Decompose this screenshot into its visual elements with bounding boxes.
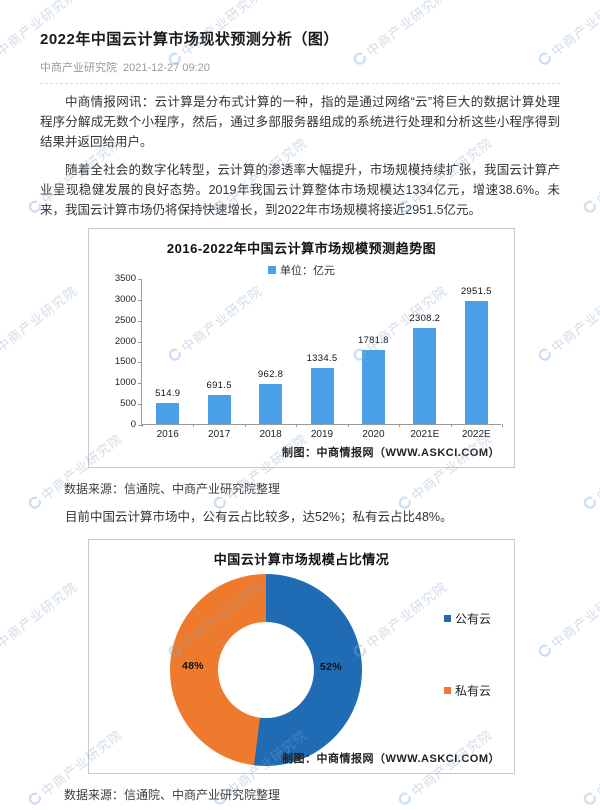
x-axis-tick xyxy=(193,424,195,427)
bar-2019 xyxy=(310,368,334,424)
byline: 中商产业研究院 2021-12-27 09:20 xyxy=(40,59,560,75)
askci-logo-icon xyxy=(583,200,596,213)
bar-value-label: 962.8 xyxy=(257,368,284,380)
y-axis-tick xyxy=(138,279,142,280)
y-axis-tick xyxy=(138,404,142,406)
watermark-text: 中商产业研究院 xyxy=(593,430,600,504)
y-axis-tick-label: 0 xyxy=(130,419,136,430)
bar-2017 xyxy=(207,395,231,424)
bar-2021E xyxy=(413,327,437,424)
x-axis-tick xyxy=(296,424,298,427)
x-axis-category-label: 2019 xyxy=(310,429,334,440)
watermark: 中商产业研究院 xyxy=(578,133,600,219)
y-axis-tick xyxy=(138,362,142,364)
legend-item-私有云: 私有云 xyxy=(444,682,491,699)
bar-chart-footer: 制图：中商情报网（WWW.ASKCI.COM） xyxy=(281,447,500,459)
bar-value-label: 691.5 xyxy=(206,380,232,392)
x-axis-tick xyxy=(450,424,452,427)
x-axis-category-label: 2017 xyxy=(208,429,231,440)
bar-value-label: 2951.5 xyxy=(460,285,492,297)
bar-value-label: 1334.5 xyxy=(306,353,338,365)
askci-logo-icon xyxy=(583,792,596,805)
x-axis-category-label: 2021E xyxy=(410,429,440,440)
askci-logo-icon xyxy=(583,496,596,509)
page-title: 2022年中国云计算市场现状预测分析（图） xyxy=(40,31,339,48)
bar-2022E xyxy=(464,300,488,424)
legend-square-icon xyxy=(268,266,276,274)
donut-hole xyxy=(218,622,314,718)
y-axis-tick xyxy=(138,383,142,385)
legend-label: 私有云 xyxy=(455,684,492,698)
byline-source: 中商产业研究院 xyxy=(40,62,117,74)
y-axis-tick-label: 3500 xyxy=(114,273,136,284)
watermark: 中商产业研究院 xyxy=(578,429,600,515)
bar-value-label: 514.9 xyxy=(155,387,181,399)
divider xyxy=(40,83,560,84)
bar-chart-title: 2016-2022年中国云计算市场规模预测趋势图 xyxy=(166,241,437,256)
x-axis-category-label: 2016 xyxy=(156,429,179,440)
y-axis-tick xyxy=(138,341,142,343)
y-axis-tick xyxy=(138,425,142,426)
legend-item-公有云: 公有云 xyxy=(444,610,491,627)
article: 2022年中国云计算市场现状预测分析（图） 中商产业研究院 2021-12-27 … xyxy=(40,28,560,803)
x-axis-category-label: 2020 xyxy=(362,429,385,440)
byline-date: 2021-12-27 09:20 xyxy=(123,62,210,74)
y-axis-tick-label: 1000 xyxy=(114,377,136,389)
y-axis-tick-label: 3000 xyxy=(114,293,136,305)
x-axis-category-label: 2022E xyxy=(461,429,491,440)
slice-label-公有云: 52% xyxy=(320,661,342,673)
y-axis-tick-label: 500 xyxy=(120,398,136,410)
bar-2018 xyxy=(259,383,283,424)
x-axis-tick xyxy=(347,424,349,427)
y-axis-tick-label: 2500 xyxy=(114,314,136,326)
x-axis-tick xyxy=(502,424,503,427)
legend-square-icon xyxy=(444,615,451,622)
x-axis-tick xyxy=(142,424,143,427)
donut-chart-title: 中国云计算市场规模占比情况 xyxy=(213,552,390,567)
donut-chart: 中国云计算市场规模占比情况 52% 48% 公有云私有云 制图：中商情报网（WWW… xyxy=(88,539,515,774)
slice-label-私有云: 48% xyxy=(182,660,204,672)
bar-value-label: 1781.8 xyxy=(357,334,389,346)
x-axis-tick xyxy=(244,424,246,427)
y-axis-tick-label: 2000 xyxy=(114,335,136,347)
data-source-note: 数据来源：信通院、中商产业研究院整理 xyxy=(64,788,281,802)
bar-2020 xyxy=(361,349,385,424)
donut-chart-footer: 制图：中商情报网（WWW.ASKCI.COM） xyxy=(281,753,500,765)
legend-label: 公有云 xyxy=(455,612,492,626)
legend-square-icon xyxy=(444,687,451,694)
y-axis-tick xyxy=(138,299,142,301)
x-axis-tick xyxy=(399,424,401,427)
bar-plot-area: 0 500 1000 1500 2000 2500 3000 3500 514.9 2016 691… xyxy=(115,273,503,440)
y-axis-tick-label: 1500 xyxy=(114,356,136,368)
data-source-note: 数据来源：信通院、中商产业研究院整理 xyxy=(64,482,281,496)
paragraph: 随着全社会的数字化转型，云计算的渗透率大幅提升，市场规模持续扩张，我国云计算产业… xyxy=(40,163,560,217)
watermark-text: 中商产业研究院 xyxy=(593,134,600,208)
bar-chart-legend: 单位：亿元 xyxy=(89,262,514,278)
paragraph: 中商情报网讯：云计算是分布式计算的一种，指的是通过网络“云”将巨大的数据计算处理… xyxy=(40,95,560,149)
watermark-text: 中商产业研究院 xyxy=(593,726,600,800)
bar-2016 xyxy=(156,402,180,424)
bar-chart-legend-label: 单位：亿元 xyxy=(280,265,335,277)
y-axis-tick xyxy=(138,320,142,322)
paragraph: 目前中国云计算市场中，公有云占比较多，达52%；私有云占比48%。 xyxy=(65,510,453,524)
watermark: 中商产业研究院 xyxy=(578,725,600,810)
x-axis-category-label: 2018 xyxy=(259,429,282,440)
bar-value-label: 2308.2 xyxy=(409,312,441,324)
bar-chart: 2016-2022年中国云计算市场规模预测趋势图 单位：亿元 0 500 1000 1… xyxy=(88,228,515,468)
